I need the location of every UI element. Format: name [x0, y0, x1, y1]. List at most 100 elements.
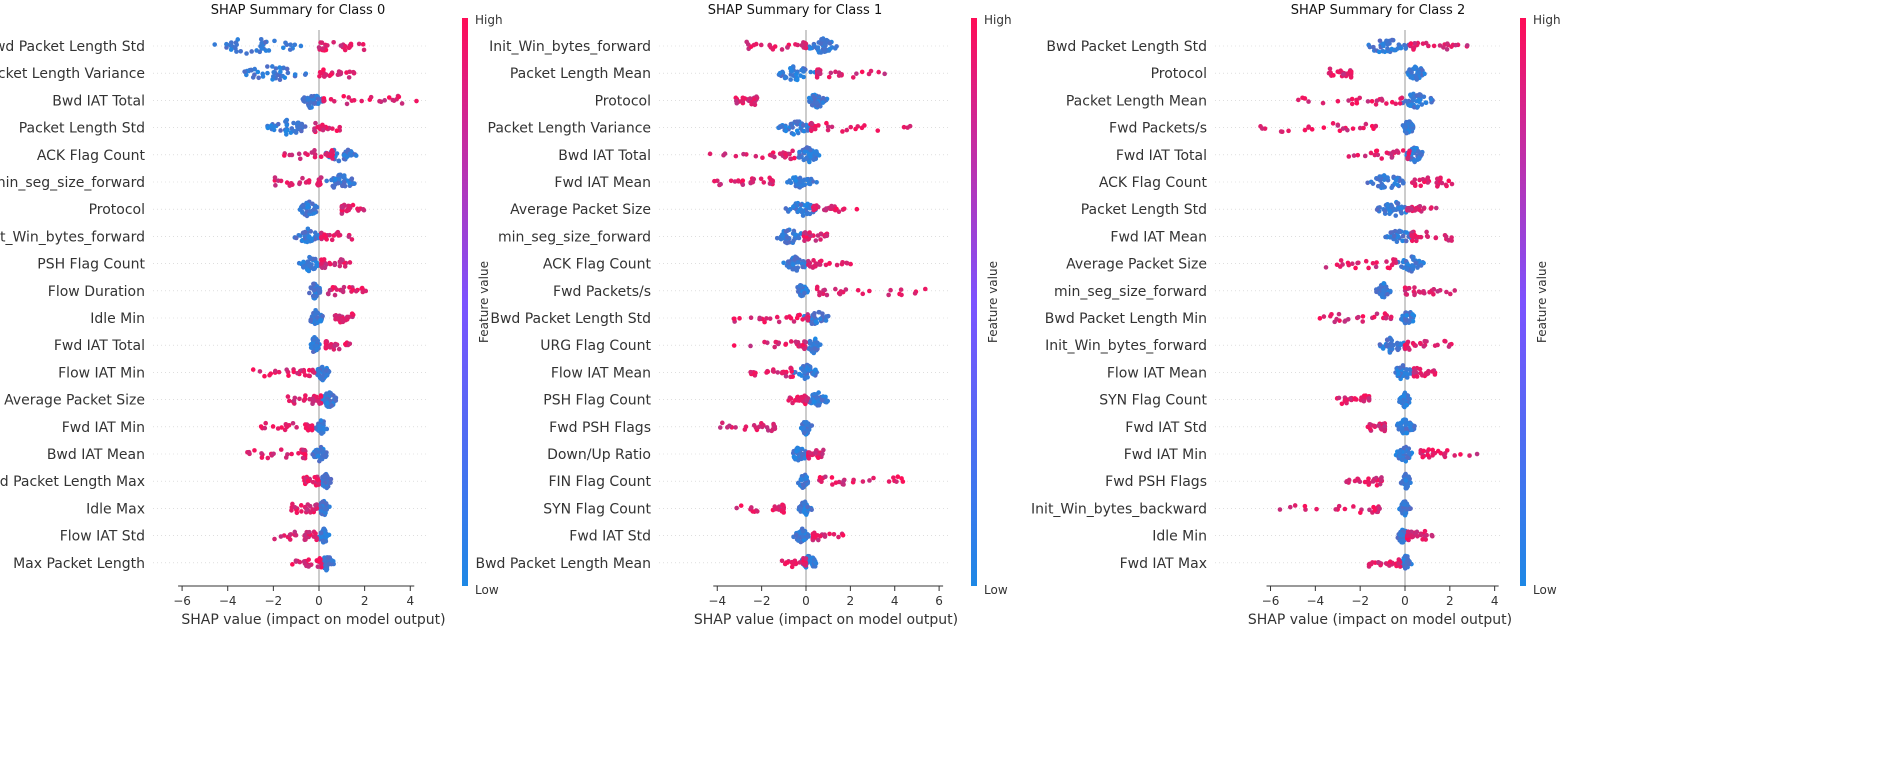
shap-dot-high	[1382, 423, 1387, 429]
shap-dot-high	[824, 120, 829, 126]
shap-dot-low	[1382, 208, 1388, 214]
shap-dot-low	[351, 181, 357, 187]
shap-dot-high	[338, 43, 344, 48]
shap-dot-low	[800, 68, 806, 74]
shap-dot-low	[818, 342, 823, 347]
shap-dot-high	[318, 40, 323, 45]
shap-dot-high	[258, 424, 264, 429]
shap-dot-high	[843, 287, 849, 292]
shap-dot-high	[1362, 479, 1368, 485]
shap-dot-low	[281, 45, 286, 51]
shap-dot-high	[817, 262, 823, 267]
shap-dot-high	[1303, 507, 1308, 512]
shap-dot-high	[1388, 314, 1394, 320]
shap-dot-high	[302, 422, 308, 427]
shap-dot-high	[285, 394, 291, 399]
shap-dot-high	[1474, 451, 1480, 457]
shap-dot-high	[1331, 73, 1336, 78]
feature-dots	[1323, 254, 1426, 274]
shap-dot-low	[284, 122, 290, 128]
shap-dot-low	[787, 66, 793, 71]
shap-dot-low	[832, 46, 838, 51]
shap-dot-low	[312, 101, 317, 106]
feature-dots	[245, 444, 329, 464]
shap-dot-low	[322, 510, 328, 515]
shap-dot-low	[324, 372, 330, 378]
shap-dot-low	[224, 45, 229, 50]
shap-dot-low	[1377, 342, 1383, 347]
feature-label: Protocol	[595, 93, 651, 109]
feature-label: Idle Min	[90, 311, 145, 327]
feature-label: Down/Up Ratio	[547, 447, 651, 463]
shap-dot-high	[346, 234, 352, 239]
x-tick-label: −2	[753, 594, 771, 608]
shap-dot-low	[257, 49, 263, 55]
feature-dots	[1395, 527, 1435, 545]
shap-dot-low	[255, 69, 261, 75]
shap-dot-low	[806, 95, 812, 101]
shap-dot-high	[312, 152, 318, 157]
shap-dot-low	[1375, 183, 1381, 189]
shap-dot-high	[734, 98, 739, 104]
shap-dot-high	[1412, 40, 1417, 46]
shap-dot-high	[815, 455, 821, 461]
shap-dot-low	[336, 180, 341, 186]
shap-dot-high	[1363, 258, 1369, 264]
panel-title: SHAP Summary for Class 1	[708, 3, 882, 18]
shap-dot-high	[762, 339, 767, 345]
shap-dot-low	[304, 239, 310, 245]
feature-label: Init_Win_bytes_forward	[0, 229, 145, 245]
shap-dot-high	[1366, 476, 1371, 481]
shap-dot-high	[1321, 314, 1327, 319]
shap-dot-low	[808, 46, 813, 51]
shap-dot-high	[302, 532, 308, 538]
shap-panel-1: SHAP Summary for Class 1 −4 −2 0 2 4 6 SHAP val…	[475, 3, 1011, 628]
shap-dot-high	[1452, 288, 1458, 293]
shap-dot-low	[252, 72, 257, 78]
shap-dot-high	[325, 291, 331, 296]
shap-dot-low	[791, 132, 796, 137]
shap-dot-low	[1399, 264, 1404, 269]
shap-dot-high	[315, 477, 321, 482]
shap-dot-high	[813, 238, 819, 243]
shap-dot-high	[290, 420, 296, 426]
shap-dot-high	[850, 75, 856, 80]
shap-dot-low	[315, 96, 321, 102]
shap-dot-high	[306, 557, 311, 562]
shap-dot-high	[783, 152, 788, 157]
shap-dot-low	[1404, 130, 1409, 136]
shap-dot-low	[318, 530, 324, 536]
shap-dot-high	[794, 397, 800, 402]
shap-dot-high	[718, 181, 723, 187]
colorbar	[1520, 18, 1526, 586]
colorbar-low-label: Low	[475, 583, 499, 597]
shap-dot-high	[272, 368, 278, 374]
shap-dot-high	[1387, 563, 1392, 568]
shap-dot-high	[313, 502, 318, 508]
shap-dot-high	[1409, 529, 1414, 535]
shap-dot-high	[1414, 529, 1420, 535]
shap-dot-high	[1360, 314, 1366, 319]
shap-dot-low	[348, 153, 354, 158]
feature-label: Flow IAT Std	[60, 529, 145, 545]
shap-dot-high	[816, 123, 821, 128]
shap-dot-high	[1379, 98, 1385, 103]
shap-dot-high	[1389, 155, 1395, 160]
shap-dot-high	[770, 178, 775, 184]
shap-dot-low	[308, 318, 313, 324]
x-tick-label: 2	[847, 594, 855, 608]
shap-dot-low	[315, 315, 320, 320]
shap-dot-high	[339, 288, 345, 293]
shap-dot-low	[311, 288, 317, 293]
shap-dot-high	[784, 315, 789, 320]
shap-dot-high	[302, 537, 308, 543]
shap-dot-low	[799, 209, 805, 215]
feature-dots	[1393, 444, 1480, 464]
shap-dot-high	[825, 127, 831, 133]
shap-dot-low	[291, 120, 296, 126]
shap-dot-high	[1393, 101, 1399, 107]
shap-dot-high	[901, 124, 907, 130]
shap-dot-high	[325, 43, 330, 48]
shap-dot-low	[805, 428, 811, 433]
colorbar-low-label: Low	[984, 583, 1008, 597]
